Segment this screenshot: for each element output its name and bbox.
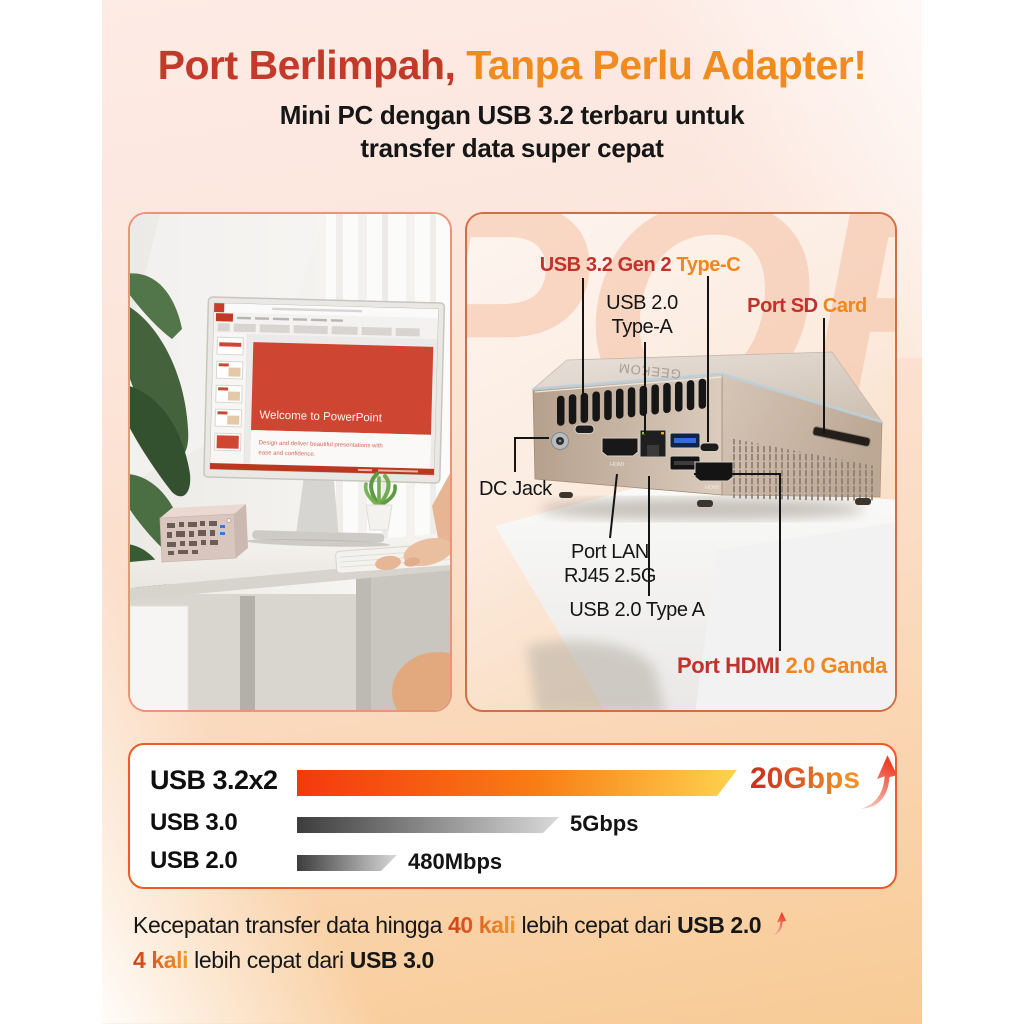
pc-foot — [559, 492, 573, 498]
person-knee — [392, 652, 450, 710]
chart-value-usb30: 5Gbps — [570, 811, 639, 836]
slide-body-line2: ease and confidence. — [258, 450, 316, 457]
ports-callout-panel: PORT — [465, 212, 897, 712]
label-sd-card: Port SD Card — [747, 295, 867, 317]
pc-ground-shadow — [540, 498, 864, 520]
slide-body-line1: Design and deliver beautiful presentatio… — [259, 440, 383, 449]
title-red-part: Port Berlimpah, — [157, 42, 456, 88]
chart-category-usb30: USB 3.0 — [150, 809, 238, 836]
label-hdmi-dual: Port HDMI 2.0 Ganda — [676, 653, 887, 678]
label-usb32-orange: Type-C — [676, 254, 741, 276]
hdmi-port-right — [694, 461, 734, 482]
pc-foot — [855, 498, 871, 505]
title-orange-part: Tanpa Perlu Adapter! — [455, 42, 867, 88]
page-subtitle: Mini PC dengan USB 3.2 terbaru untuk tra… — [102, 99, 922, 165]
usb-c-port-right — [699, 442, 720, 452]
chart-value-usb20: 480Mbps — [408, 849, 503, 874]
side-vents — [729, 438, 875, 502]
footer-claim: Kecepatan transfer data hingga 40 kali l… — [133, 908, 893, 978]
mini-pc-illustration: GEEKOM HDMI — [495, 276, 895, 710]
hdmi-port-label-left: HDMI — [610, 462, 625, 468]
footer-line1: Kecepatan transfer data hingga 40 kali l… — [133, 908, 893, 943]
label-usb20-typea-top: USB 2.0 Type-A — [606, 292, 678, 338]
label-usb32-typec: USB 3.2 Gen 2 Type-C — [467, 253, 813, 277]
usb-c-port-left — [574, 424, 595, 434]
chart-value-usb32: 20Gbps — [750, 762, 861, 795]
desk-scene-illustration: Welcome to PowerPoint Design and deliver… — [130, 214, 450, 710]
callout-lines — [514, 276, 825, 651]
label-lan: Port LAN RJ45 2.5G — [563, 541, 656, 587]
small-growth-arrow-icon — [769, 911, 787, 937]
label-dc-jack: DC Jack — [479, 478, 552, 500]
table-front-face — [695, 522, 895, 710]
page-title: Port Berlimpah, Tanpa Perlu Adapter! — [102, 42, 922, 89]
hdmi-port-label-right: HDMI — [705, 485, 720, 491]
footer-4x-highlight: 4 kali — [133, 947, 189, 973]
footer-40x-highlight: 40 kali — [447, 912, 516, 938]
label-usb20-typea-bottom: USB 2.0 Type A — [569, 599, 705, 621]
mini-pc: GEEKOM HDMI — [531, 351, 884, 507]
rear-ports: HDMI HDMI — [551, 424, 734, 491]
sd-card-slot — [812, 426, 871, 447]
speed-chart-panel: USB 3.2x2 20Gbps USB 3.0 5Gbps USB 2.0 4… — [128, 743, 898, 889]
bar-usb20 — [297, 855, 397, 871]
hdmi-port-left — [601, 437, 639, 457]
subtitle-line2: transfer data super cepat — [360, 133, 664, 163]
chart-category-usb20: USB 2.0 — [150, 847, 238, 874]
cabinet — [130, 605, 189, 710]
pc-foot — [697, 500, 713, 507]
bar-usb32 — [297, 770, 737, 796]
slide-title-text: Welcome to PowerPoint — [259, 409, 383, 424]
hands — [375, 473, 450, 571]
desk-leg-right — [356, 566, 371, 710]
bar-usb30 — [297, 817, 559, 833]
chart-category-usb32: USB 3.2x2 — [150, 765, 278, 795]
label-usb32-red: USB 3.2 Gen 2 — [539, 254, 677, 276]
growth-arrow-icon — [860, 755, 898, 809]
desk-leg-left — [240, 596, 255, 710]
subtitle-line1: Mini PC dengan USB 3.2 terbaru untuk — [279, 100, 745, 130]
desk-photo-panel: Welcome to PowerPoint Design and deliver… — [128, 212, 452, 712]
device-logo-text: GEEKOM — [617, 360, 681, 382]
mini-pc-on-desk — [159, 504, 248, 563]
footer-line2: 4 kali lebih cepat dari USB 3.0 — [133, 947, 434, 973]
promo-poster: Port Berlimpah, Tanpa Perlu Adapter! Min… — [102, 0, 922, 1024]
potted-plant — [363, 472, 397, 531]
monitor: Welcome to PowerPoint Design and deliver… — [203, 296, 446, 547]
table-shadow — [527, 641, 665, 710]
